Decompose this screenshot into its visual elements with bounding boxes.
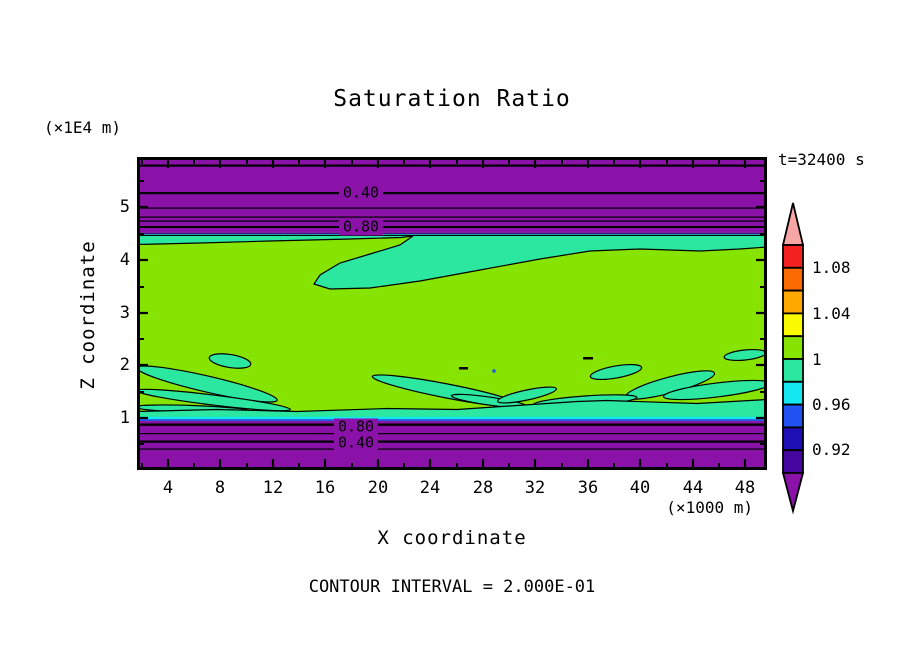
colorbar-band: [782, 335, 804, 360]
contour-label: 0.40: [333, 434, 379, 452]
x-tick-label: 16: [314, 478, 336, 498]
x-tick-label: 44: [682, 478, 704, 498]
springgreen-streaks: [137, 348, 767, 419]
colorbar-arrow-down: [781, 472, 805, 515]
stripe-bottom-blue: [137, 419, 767, 422]
colorbar-band: [782, 380, 804, 406]
x-tick-label: 24: [419, 478, 441, 498]
colorbar-band: [782, 266, 804, 292]
colorbar-band: [782, 403, 804, 429]
stripe-top-indigo: [137, 232, 767, 235]
colorbar-band: [782, 358, 804, 383]
colorbar-tick-label: 1.08: [812, 258, 851, 277]
y-tick-label: 1: [119, 408, 130, 428]
x-tick-label: 40: [629, 478, 651, 498]
plot-frame: [137, 157, 767, 470]
colorbar-band: [782, 244, 804, 269]
fill-top-band: [137, 157, 767, 233]
colorbar-tick-label: 1.04: [812, 304, 851, 323]
x-axis-title: X coordinate: [377, 527, 527, 549]
colorbar-band: [782, 289, 804, 315]
contour-label: 0.40: [338, 184, 384, 202]
x-tick-label: 20: [367, 478, 389, 498]
major-ticks: [139, 159, 765, 468]
speck-dash-2: [583, 357, 593, 360]
y-tick-label: 4: [119, 250, 130, 270]
colorbar-arrow-up: [781, 202, 805, 246]
fill-bottom-band: [137, 421, 767, 470]
minor-ticks: [139, 159, 765, 468]
y-tick-label: 5: [119, 197, 130, 217]
contour-label: 0.80: [338, 218, 384, 236]
x-tick-label: 48: [734, 478, 756, 498]
bottom-band-contour-lines: [139, 423, 765, 450]
top-band-contour-lines: [139, 164, 765, 228]
x-tick-label: 4: [162, 478, 174, 498]
timestamp-label: t=32400 s: [778, 150, 865, 169]
y-axis-title: Z coordinate: [77, 240, 99, 390]
speck-dash-1: [459, 367, 468, 370]
x-tick-label: 32: [524, 478, 546, 498]
speck-dot-blue: [492, 369, 496, 373]
colorbar-band: [782, 312, 804, 338]
x-tick-label: 36: [577, 478, 599, 498]
contour-plot-area: [137, 157, 767, 470]
y-tick-label: 2: [119, 355, 130, 375]
colorbar-tick-label: 0.92: [812, 440, 851, 459]
colorbar-band: [782, 449, 804, 474]
x-axis-unit: (×1000 m): [666, 498, 753, 517]
plot-title: Saturation Ratio: [333, 86, 571, 112]
fill-springgreen-band-wedge: [137, 234, 767, 290]
contour-label: 0.80: [333, 418, 379, 436]
y-axis-unit: (×1E4 m): [44, 118, 122, 137]
colorbar-tick-label: 1: [812, 350, 822, 369]
stripe-bottom-cyan: [137, 416, 767, 420]
contour-interval-note: CONTOUR INTERVAL = 2.000E-01: [308, 577, 596, 597]
x-tick-label: 8: [214, 478, 226, 498]
colorbar: [781, 202, 805, 515]
x-tick-label: 28: [472, 478, 494, 498]
y-tick-label: 3: [119, 303, 130, 323]
x-tick-label: 12: [262, 478, 284, 498]
colorbar-band: [782, 426, 804, 452]
fill-bottom-merged-band: [137, 398, 767, 419]
colorbar-tick-label: 0.96: [812, 395, 851, 414]
